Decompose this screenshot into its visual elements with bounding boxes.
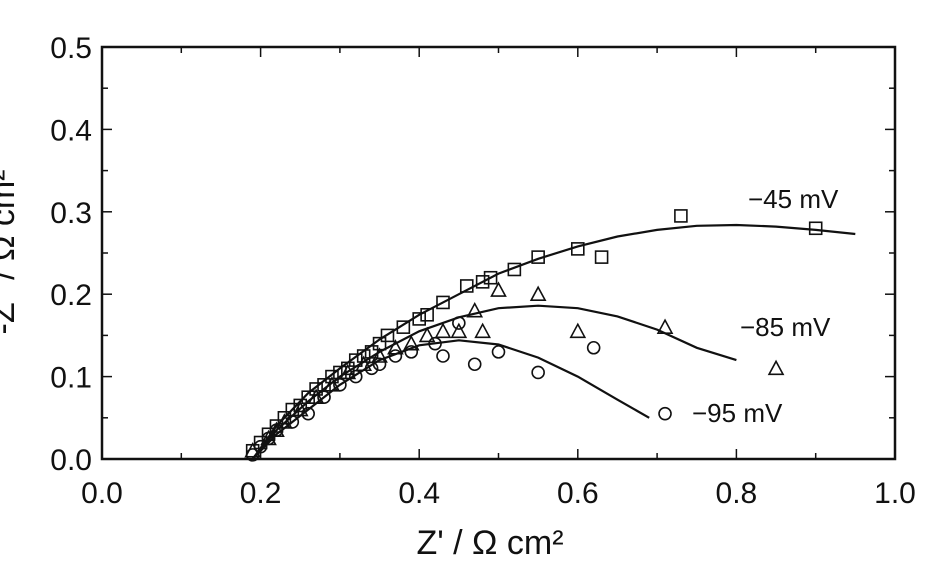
circle-marker	[372, 357, 387, 372]
square-marker	[507, 262, 522, 277]
circle-marker	[253, 439, 268, 454]
series-label-95-mv: −95 mV	[692, 398, 783, 428]
circle-marker	[269, 423, 284, 437]
circle-marker	[428, 336, 442, 351]
fit-curve-95-mv	[251, 339, 650, 460]
circle-marker	[245, 448, 260, 462]
triangle-marker	[402, 334, 420, 351]
square-marker	[261, 427, 276, 442]
x-tick-label: 0.2	[240, 477, 282, 510]
square-marker	[475, 275, 490, 289]
square-marker	[396, 320, 411, 334]
square-marker	[483, 270, 498, 285]
circle-marker	[467, 357, 482, 372]
square-marker	[293, 398, 308, 413]
square-marker	[808, 221, 823, 236]
circle-marker	[261, 431, 276, 446]
square-marker	[436, 295, 450, 310]
x-tick-label: 0.4	[398, 477, 440, 510]
series-labels: −45 mV −85 mV −95 mV	[692, 184, 839, 428]
triangle-marker	[466, 301, 484, 318]
series-label-45-mv: −45 mV	[748, 184, 839, 214]
triangle-marker	[474, 322, 491, 339]
triangle-marker	[434, 322, 452, 339]
circle-marker	[285, 415, 300, 429]
x-tick-label: 1.0	[874, 477, 916, 510]
circle-marker	[404, 345, 419, 359]
triangle-marker	[276, 413, 293, 429]
circle-marker	[531, 365, 545, 380]
square-marker	[325, 369, 339, 384]
series-label-85-mv: −85 mV	[740, 312, 831, 342]
triangle-marker	[569, 322, 587, 339]
triangle-marker	[307, 388, 325, 404]
triangle-marker	[656, 318, 674, 334]
square-marker	[341, 361, 355, 376]
circle-marker	[586, 340, 601, 355]
x-axis-title: Z' / Ω cm²	[416, 524, 563, 562]
circle-marker	[436, 349, 450, 363]
square-marker	[269, 419, 284, 433]
square-marker	[412, 312, 427, 326]
square-marker	[380, 328, 395, 343]
y-tick-label: 0.5	[50, 32, 92, 65]
triangle-marker	[387, 339, 404, 355]
square-marker	[253, 435, 268, 450]
y-tick-label: 0.2	[50, 279, 92, 312]
circle-marker	[301, 406, 315, 421]
circle-marker	[491, 345, 506, 359]
circle-marker	[364, 361, 379, 376]
square-marker	[674, 209, 688, 223]
square-marker	[301, 390, 315, 405]
circle-marker	[658, 406, 672, 421]
circle-marker	[317, 390, 331, 405]
square-marker	[420, 307, 434, 322]
x-tick-label: 0.0	[81, 477, 123, 510]
triangle-marker	[529, 285, 547, 301]
triangle-marker	[450, 322, 468, 339]
square-marker	[356, 349, 371, 363]
square-marker	[531, 250, 545, 264]
y-tick-label: 0.4	[50, 114, 92, 147]
triangle-marker	[490, 281, 507, 297]
square-marker	[459, 279, 474, 293]
y-tick-label: 0.3	[50, 197, 92, 230]
square-marker	[570, 242, 585, 256]
circle-marker	[348, 369, 363, 384]
x-tick-label: 0.8	[716, 477, 758, 510]
triangle-marker	[767, 359, 785, 376]
triangle-marker	[418, 326, 436, 343]
circle-marker	[452, 316, 466, 330]
y-tick-label: 0.0	[50, 444, 92, 477]
circle-marker	[388, 349, 403, 363]
square-marker	[309, 382, 323, 396]
data-points	[244, 209, 823, 462]
axes: 0.0 0.2 0.4 0.6 0.8 1.0 0.0 0.1 0.2 0.3 0.4 0.5	[50, 32, 916, 510]
circle-marker	[333, 378, 347, 392]
fit-curve-45-mv	[251, 223, 856, 460]
square-marker	[277, 410, 292, 425]
triangle-marker	[323, 376, 341, 392]
y-tick-label: 0.1	[50, 362, 92, 395]
x-tick-label: 0.6	[557, 477, 599, 510]
triangle-marker	[371, 347, 388, 363]
square-marker	[594, 250, 609, 264]
y-axis-title: -Z'' / Ω cm²	[0, 170, 22, 335]
